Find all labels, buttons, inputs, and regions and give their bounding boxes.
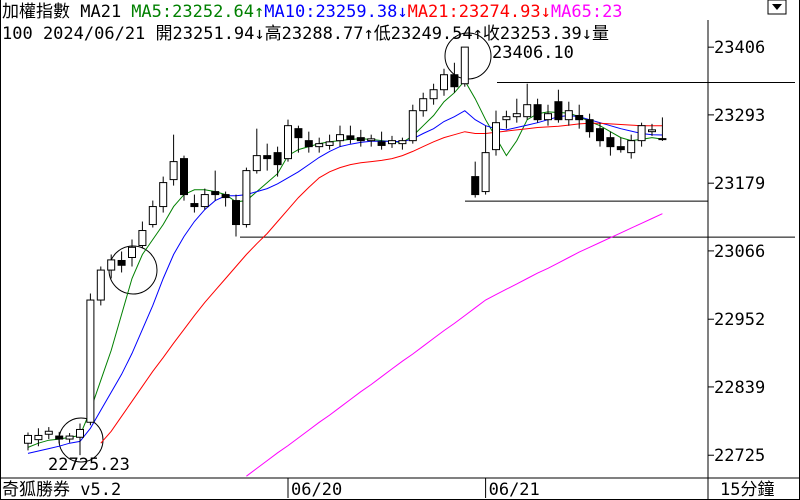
y-tick-label: 23066 (714, 242, 765, 262)
candle-body (117, 259, 126, 266)
candle-body (356, 137, 365, 142)
header-info: 100 2024/06/21 開23251.94↓高23288.77↑低2324… (2, 24, 609, 44)
candle-body (648, 129, 656, 133)
candle-body (533, 104, 542, 121)
candle-body (564, 110, 573, 121)
candle-body (180, 158, 188, 196)
candle-body (169, 161, 178, 181)
candle-body (284, 125, 292, 160)
candle-body (367, 138, 376, 142)
candle-body (627, 140, 636, 154)
candle-body (263, 155, 272, 160)
candle-body (637, 125, 646, 142)
header-line: 加權指數 MA21 MA5:23252.64↑MA10:23259.38↓MA21… (2, 2, 623, 22)
y-tick-label: 22952 (714, 310, 765, 330)
candle-body (148, 206, 157, 226)
candle-body (325, 141, 334, 146)
ma-arrow: ↓ (397, 2, 407, 22)
candle-body (315, 143, 324, 148)
candle-body (86, 299, 95, 423)
candle-body (481, 152, 490, 193)
ma-label: MA21:23274.93 (408, 2, 541, 22)
candle-body (388, 140, 396, 145)
candle-body (304, 140, 313, 148)
candle-body (398, 140, 407, 145)
candle-body (554, 101, 563, 121)
candle-body (96, 269, 105, 301)
brand: 奇狐勝券 v5.2 (2, 480, 121, 500)
candle-body (76, 428, 84, 438)
candle-body (616, 146, 625, 151)
candle-body (471, 176, 480, 196)
candle-body (440, 74, 448, 91)
candle-body (658, 138, 667, 141)
candle-body (596, 128, 604, 142)
scroll-icon (772, 4, 782, 10)
candle-body (408, 110, 417, 142)
candle-body (34, 434, 43, 441)
candle-body (221, 194, 230, 199)
annotation: 22725.23 (48, 455, 130, 475)
candle-body (336, 134, 344, 142)
y-tick-label: 22725 (714, 446, 765, 466)
y-tick-label: 22839 (714, 378, 765, 398)
candle-body (460, 46, 469, 85)
candle-body (492, 122, 500, 151)
ma-label: MA65:23 (551, 2, 623, 22)
candle-body (242, 170, 251, 226)
y-tick-label: 23179 (714, 174, 765, 194)
candle-body (512, 113, 521, 118)
candle-body (128, 246, 136, 258)
ma-line (246, 213, 663, 477)
x-tick-label: 06/21 (489, 480, 540, 500)
ma-label: MA10:23259.38 (264, 2, 397, 22)
y-tick-label: 23406 (714, 38, 765, 58)
candle-body (429, 89, 438, 100)
candle-body (294, 128, 303, 139)
candle-body (450, 74, 459, 88)
candle-body (606, 137, 615, 148)
ma-arrow: ↑ (254, 2, 264, 22)
x-tick-label: 06/20 (291, 480, 342, 500)
annotation: 23406.10 (492, 43, 574, 63)
candle-body (200, 194, 209, 208)
interval-label: 15分鐘 (720, 480, 774, 500)
candle-body (575, 114, 584, 121)
candle-body (211, 191, 220, 196)
candle-body (232, 200, 240, 226)
candle-body (252, 155, 261, 172)
candle-body (55, 435, 64, 440)
candle-body (419, 98, 428, 112)
candle-body (502, 116, 511, 121)
candle-body (159, 182, 168, 208)
candle-body (24, 434, 32, 444)
candle-body (138, 230, 147, 247)
candle-body (44, 430, 53, 435)
candle-body (65, 435, 74, 440)
candle-body (544, 113, 552, 121)
ma-arrow: ↓ (541, 2, 551, 22)
candle-body (190, 203, 199, 208)
candle-body (346, 135, 355, 140)
candle-body (523, 104, 532, 118)
ma-label: MA5:23252.64 (131, 2, 254, 22)
y-tick-label: 23293 (714, 106, 765, 126)
index-name: 加權指數 MA21 (2, 2, 121, 22)
candle-body (107, 259, 116, 271)
candle-body (377, 141, 386, 146)
candle-body (273, 152, 282, 166)
candle-body (585, 119, 594, 133)
